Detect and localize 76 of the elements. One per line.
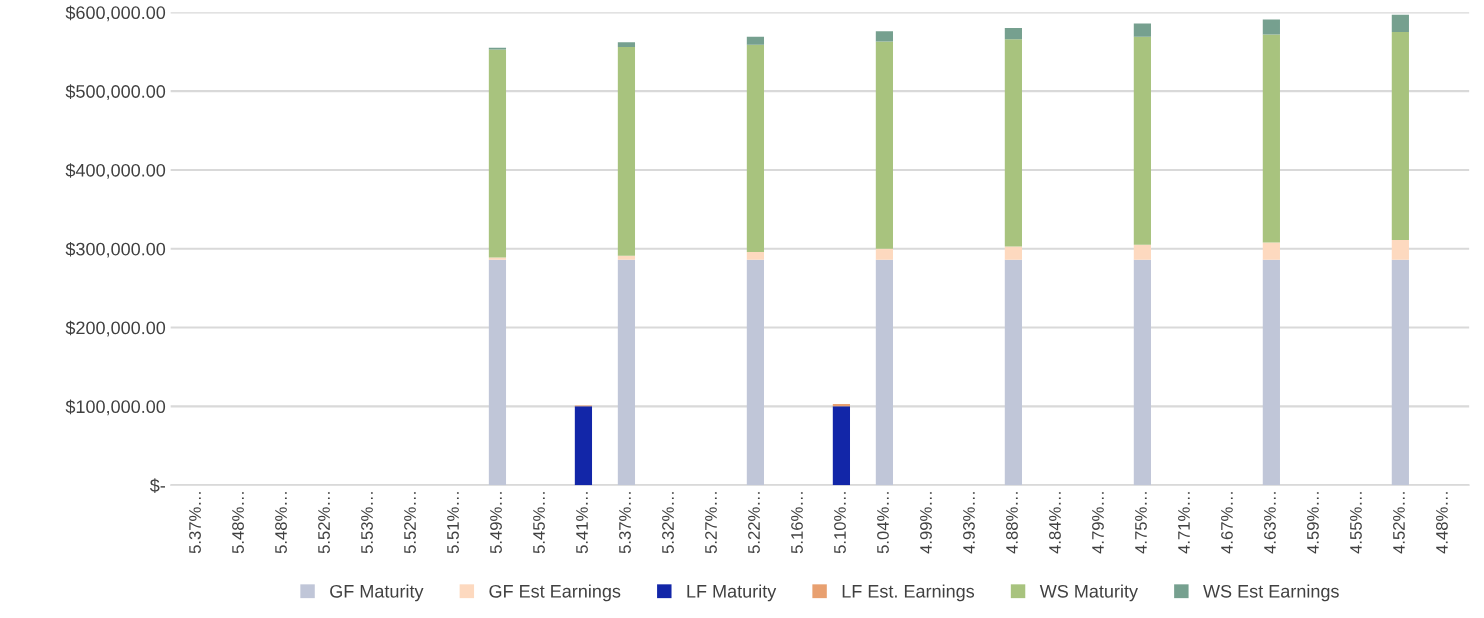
bar — [488, 257, 507, 260]
bar — [617, 47, 636, 256]
y-tick-label: $400,000.00 — [65, 163, 166, 179]
x-tick-label: 5.48%… — [275, 492, 287, 554]
legend-label: WS Maturity — [1039, 584, 1138, 602]
bar — [1391, 32, 1409, 241]
bar — [875, 31, 893, 42]
bar — [617, 42, 636, 48]
x-tick-label: 5.52%… — [318, 492, 330, 554]
x-tick-label: 5.27%… — [705, 492, 717, 554]
legend-label: LF Maturity — [687, 584, 777, 602]
bar — [1262, 19, 1280, 35]
bar — [1133, 259, 1151, 486]
x-tick-label: 4.79%… — [1092, 492, 1104, 554]
x-tick-label: 4.52%… — [1393, 492, 1405, 554]
x-tick-label: 5.41%… — [576, 492, 588, 554]
x-tick-label: 5.04%… — [877, 492, 889, 554]
bar — [617, 259, 636, 486]
y-tick-label: $500,000.00 — [65, 84, 166, 101]
x-tick-label: 4.75%… — [1135, 492, 1147, 554]
bar — [1391, 240, 1409, 260]
x-tick-label: 5.45%… — [533, 492, 545, 554]
x-tick-label: 5.10%… — [834, 492, 846, 554]
x-tick-label: 5.51%… — [447, 492, 459, 554]
bar — [1262, 34, 1280, 243]
legend-label: WS Est Earnings — [1203, 584, 1339, 602]
x-tick-label: 4.55%… — [1350, 492, 1362, 554]
bar — [746, 251, 765, 260]
bar — [875, 248, 893, 260]
bar — [1262, 259, 1280, 486]
x-tick-label: 5.37%… — [619, 492, 631, 554]
legend-label: LF Est. Earnings — [842, 584, 975, 602]
bar — [746, 36, 765, 45]
x-tick-label: 4.63%… — [1264, 492, 1276, 554]
y-tick-label: $600,000.00 — [65, 5, 166, 22]
x-tick-label: 5.37%… — [189, 492, 201, 554]
legend-label: GF Est Earnings — [489, 584, 621, 602]
y-tick-label: $100,000.00 — [65, 399, 166, 416]
bar — [746, 44, 765, 252]
bar — [1004, 28, 1022, 40]
y-tick-label: $- — [149, 478, 165, 493]
bar — [832, 406, 851, 486]
bar — [875, 41, 893, 249]
bar — [1004, 259, 1022, 486]
legend-label: GF Maturity — [330, 584, 424, 602]
x-tick-label: 5.52%… — [404, 492, 416, 554]
x-tick-label: 4.48%… — [1436, 492, 1448, 554]
bar — [1004, 246, 1022, 260]
x-tick-label: 5.48%… — [232, 492, 244, 554]
x-tick-label: 4.99%… — [920, 492, 932, 554]
x-tick-label: 5.49%… — [490, 492, 502, 554]
bar — [488, 259, 507, 486]
x-tick-label: 4.59%… — [1307, 492, 1319, 554]
x-tick-label: 5.32%… — [662, 492, 674, 554]
bar — [1262, 242, 1280, 260]
bar — [746, 259, 765, 486]
bar — [1004, 39, 1022, 247]
x-tick-label: 4.84%… — [1049, 492, 1061, 554]
y-tick-label: $300,000.00 — [65, 241, 166, 258]
bar — [574, 406, 593, 486]
x-tick-label: 5.53%… — [361, 492, 373, 554]
x-tick-label: 4.67%… — [1221, 492, 1233, 554]
bar — [1391, 14, 1409, 33]
y-tick-label: $200,000.00 — [65, 320, 166, 337]
x-tick-label: 5.16%… — [791, 492, 803, 554]
bar — [488, 49, 507, 258]
bar — [1133, 244, 1151, 260]
x-tick-label: 4.93%… — [963, 492, 975, 554]
x-tick-label: 4.88%… — [1006, 492, 1018, 554]
bar — [875, 259, 893, 486]
x-tick-label: 4.71%… — [1178, 492, 1190, 554]
bar — [1133, 36, 1151, 245]
bar — [1133, 23, 1151, 37]
bar — [617, 255, 636, 260]
x-tick-label: 5.22%… — [748, 492, 760, 554]
bar — [1391, 259, 1409, 486]
